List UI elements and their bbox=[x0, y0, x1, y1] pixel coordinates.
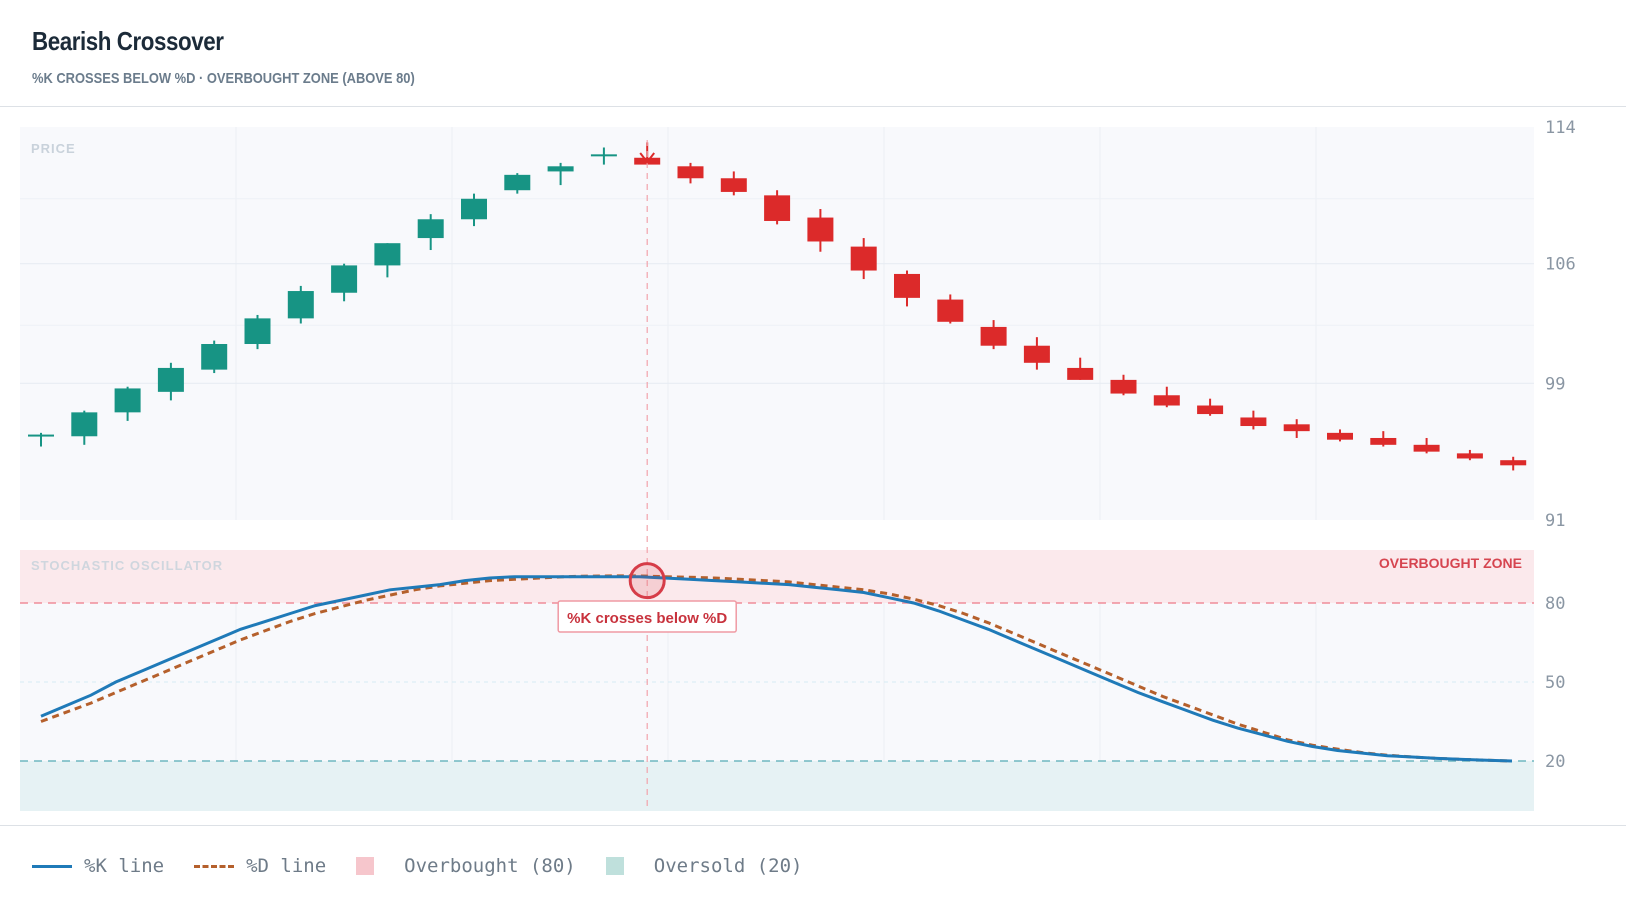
candle-body bbox=[850, 246, 877, 271]
osc-panel-label: STOCHASTIC OSCILLATOR bbox=[31, 558, 223, 573]
legend-oversold-swatch bbox=[605, 857, 624, 875]
d-line-series bbox=[40, 574, 1513, 763]
candle-body bbox=[1500, 460, 1527, 466]
legend-item-d: %D line bbox=[194, 855, 326, 877]
osc-tick-label: 80 bbox=[1545, 594, 1565, 614]
legend-oversold-label: Oversold (20) bbox=[653, 855, 803, 877]
candle-body bbox=[937, 299, 964, 322]
candle-body bbox=[980, 326, 1007, 346]
candle-body bbox=[1370, 437, 1397, 445]
legend-k-label: %K line bbox=[84, 855, 165, 877]
candle-body bbox=[114, 388, 141, 413]
candle-body bbox=[331, 265, 358, 293]
candle-body bbox=[71, 412, 98, 437]
candle-body bbox=[1413, 444, 1440, 452]
price-tick-label: 91 bbox=[1545, 511, 1565, 531]
annotation-text: %K crosses below %D bbox=[567, 610, 727, 627]
osc-tick-label: 50 bbox=[1545, 673, 1565, 693]
candle-body bbox=[590, 154, 617, 157]
legend-item-oversold: Oversold (20) bbox=[605, 855, 803, 877]
price-tick-label: 114 bbox=[1545, 118, 1576, 138]
legend-d-swatch bbox=[194, 864, 235, 868]
candle-body bbox=[1023, 345, 1050, 363]
candle-body bbox=[764, 195, 791, 221]
legend-item-overbought: Overbought (80) bbox=[356, 855, 576, 877]
candle-body bbox=[374, 243, 401, 266]
candle-body bbox=[720, 178, 747, 192]
legend-divider bbox=[0, 825, 1626, 826]
candle-body bbox=[28, 434, 54, 437]
candle-body bbox=[461, 198, 487, 220]
candle-body bbox=[287, 291, 314, 319]
candle-body bbox=[1153, 395, 1180, 406]
chart-title: Bearish Crossover bbox=[32, 26, 224, 56]
legend: %K line %D line Overbought (80) Oversold… bbox=[32, 852, 832, 880]
legend-d-label: %D line bbox=[246, 855, 327, 877]
candle-body bbox=[807, 217, 834, 242]
k-line-series bbox=[40, 575, 1513, 763]
candle-body bbox=[1327, 432, 1353, 440]
chart-canvas: 114 106 99 91 PRICE 80 50 20 STOCHASTIC OSCILLAT… bbox=[20, 118, 1576, 811]
chart-header: Bearish Crossover %K CROSSES BELOW %D · … bbox=[0, 0, 1626, 107]
crossover-arrow-icon bbox=[639, 152, 655, 164]
osc-tick-label: 20 bbox=[1545, 752, 1565, 772]
crossover-annotation: %K crosses below %D bbox=[557, 600, 737, 633]
candle-body bbox=[1197, 405, 1224, 415]
legend-overbought-label: Overbought (80) bbox=[404, 855, 576, 877]
candle-body bbox=[547, 166, 574, 172]
candle-body bbox=[1067, 367, 1094, 380]
price-panel-label: PRICE bbox=[31, 141, 76, 156]
candle-body bbox=[504, 174, 531, 191]
legend-item-k: %K line bbox=[32, 855, 164, 877]
candle-body bbox=[244, 318, 271, 345]
candle-body bbox=[1283, 424, 1310, 432]
oversold-zone bbox=[20, 761, 1534, 811]
overbought-zone bbox=[20, 550, 1534, 603]
candle-body bbox=[1110, 379, 1137, 394]
price-tick-label: 106 bbox=[1545, 255, 1576, 275]
crossover-circle bbox=[628, 562, 666, 600]
chart-subtitle: %K CROSSES BELOW %D · OVERBOUGHT ZONE (A… bbox=[32, 70, 415, 87]
overbought-zone-label: OVERBOUGHT ZONE bbox=[1379, 555, 1522, 571]
candle-body bbox=[157, 367, 184, 392]
legend-overbought-swatch bbox=[356, 857, 375, 875]
candle-body bbox=[201, 344, 228, 370]
price-tick-label: 99 bbox=[1545, 374, 1565, 394]
candle-body bbox=[1240, 417, 1267, 427]
legend-k-swatch bbox=[32, 864, 72, 868]
candle-body bbox=[677, 166, 704, 179]
candle-body bbox=[1456, 453, 1483, 459]
annotation-box bbox=[557, 600, 737, 633]
candle-body bbox=[894, 273, 920, 298]
candle-body bbox=[417, 219, 444, 239]
